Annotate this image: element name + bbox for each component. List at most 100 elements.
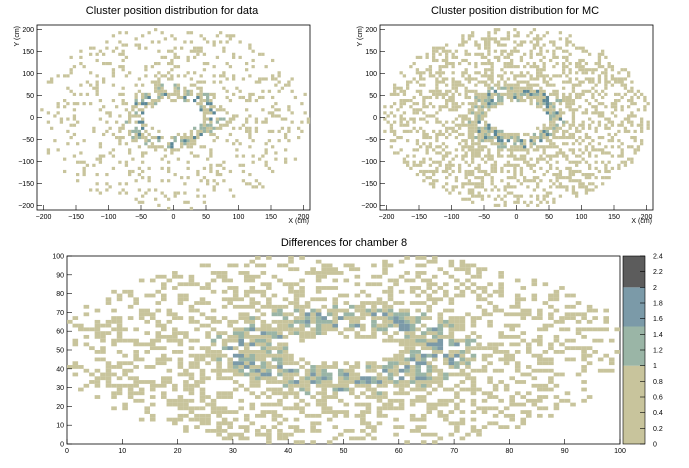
heatmap-cell — [435, 111, 439, 115]
heatmap-cell — [537, 342, 543, 347]
heatmap-cell — [382, 289, 388, 294]
heatmap-cell — [271, 353, 278, 358]
heatmap-cell — [46, 111, 51, 115]
heatmap-cell — [166, 312, 173, 317]
heatmap-cell — [575, 331, 582, 336]
heatmap-cell — [575, 191, 579, 195]
heatmap-cell — [194, 425, 200, 430]
heatmap-cell — [454, 83, 459, 87]
heatmap-cell — [144, 293, 150, 298]
heatmap-cell — [248, 92, 252, 96]
x-tick-label: 200 — [298, 214, 310, 221]
heatmap-cell — [222, 108, 226, 112]
heatmap-cell — [519, 95, 524, 100]
heatmap-cell — [506, 160, 511, 164]
heatmap-cell — [376, 395, 383, 399]
heatmap-cell — [94, 376, 101, 381]
heatmap-cell — [124, 43, 129, 47]
heatmap-cell — [578, 182, 582, 186]
heatmap-cell — [371, 304, 377, 309]
panel-mc: Cluster position distribution for MC −20… — [357, 5, 654, 225]
heatmap-cell — [258, 95, 262, 100]
heatmap-cell — [282, 417, 289, 422]
heatmap-cell — [215, 117, 220, 121]
heatmap-cell — [571, 142, 576, 146]
heatmap-cell — [428, 145, 433, 149]
heatmap-cell — [500, 74, 504, 78]
heatmap-cell — [105, 323, 112, 328]
heatmap-cell — [448, 89, 452, 93]
heatmap-cell — [221, 297, 228, 302]
heatmap-cell — [216, 271, 222, 275]
heatmap-cell — [480, 62, 485, 66]
heatmap-cell — [581, 350, 587, 354]
heatmap-cell — [548, 346, 554, 351]
heatmap-cell — [438, 160, 442, 164]
heatmap-cell — [571, 83, 576, 87]
heatmap-cell — [206, 108, 210, 112]
heatmap-cell — [299, 334, 305, 339]
heatmap-cell — [59, 120, 64, 124]
heatmap-cell — [343, 376, 350, 381]
heatmap-cell — [601, 52, 605, 56]
heatmap-cell — [409, 372, 416, 377]
heatmap-cell — [426, 376, 433, 381]
heatmap-cell — [172, 312, 178, 317]
heatmap-cell — [144, 105, 148, 109]
heatmap-cell — [321, 327, 327, 332]
heatmap-cell — [426, 342, 433, 347]
heatmap-cell — [415, 293, 421, 298]
heatmap-cell — [382, 365, 388, 369]
panel-mc-cells — [383, 28, 650, 207]
heatmap-cell — [461, 58, 465, 63]
heatmap-cell — [266, 353, 272, 358]
heatmap-cell — [46, 148, 51, 152]
heatmap-cell — [552, 108, 556, 112]
heatmap-cell — [176, 55, 181, 59]
heatmap-cell — [95, 92, 99, 96]
heatmap-cell — [387, 286, 394, 290]
heatmap-cell — [451, 129, 455, 133]
heatmap-cell — [477, 52, 481, 56]
heatmap-cell — [562, 136, 566, 140]
heatmap-cell — [127, 395, 134, 399]
heatmap-cell — [503, 163, 507, 167]
heatmap-cell — [490, 62, 494, 66]
heatmap-cell — [487, 105, 491, 109]
heatmap-cell — [519, 80, 524, 84]
heatmap-cell — [591, 139, 595, 143]
heatmap-cell — [581, 368, 587, 373]
heatmap-cell — [282, 316, 289, 320]
heatmap-cell — [509, 323, 515, 328]
heatmap-cell — [620, 151, 624, 155]
heatmap-cell — [571, 148, 576, 152]
heatmap-cell — [467, 89, 472, 93]
heatmap-cell — [111, 338, 117, 343]
heatmap-cell — [393, 83, 397, 87]
heatmap-cell — [354, 395, 361, 399]
heatmap-cell — [205, 395, 211, 399]
heatmap-cell — [163, 37, 168, 41]
heatmap-cell — [248, 99, 252, 103]
heatmap-cell — [382, 391, 388, 396]
heatmap-cell — [149, 417, 156, 422]
heatmap-cell — [232, 331, 239, 336]
heatmap-cell — [202, 111, 207, 115]
heatmap-cell — [238, 432, 245, 437]
heatmap-cell — [529, 86, 533, 90]
heatmap-cell — [212, 188, 216, 192]
heatmap-cell — [584, 49, 589, 53]
heatmap-cell — [604, 92, 608, 96]
heatmap-cell — [167, 160, 171, 164]
heatmap-cell — [95, 52, 99, 56]
heatmap-cell — [202, 105, 207, 109]
heatmap-cell — [565, 43, 569, 47]
heatmap-cell — [349, 376, 355, 381]
heatmap-cell — [568, 99, 572, 103]
heatmap-cell — [604, 117, 608, 121]
heatmap-cell — [435, 132, 439, 137]
heatmap-cell — [458, 105, 462, 109]
heatmap-cell — [620, 80, 624, 84]
heatmap-cell — [470, 428, 477, 433]
heatmap-cell — [121, 58, 125, 63]
